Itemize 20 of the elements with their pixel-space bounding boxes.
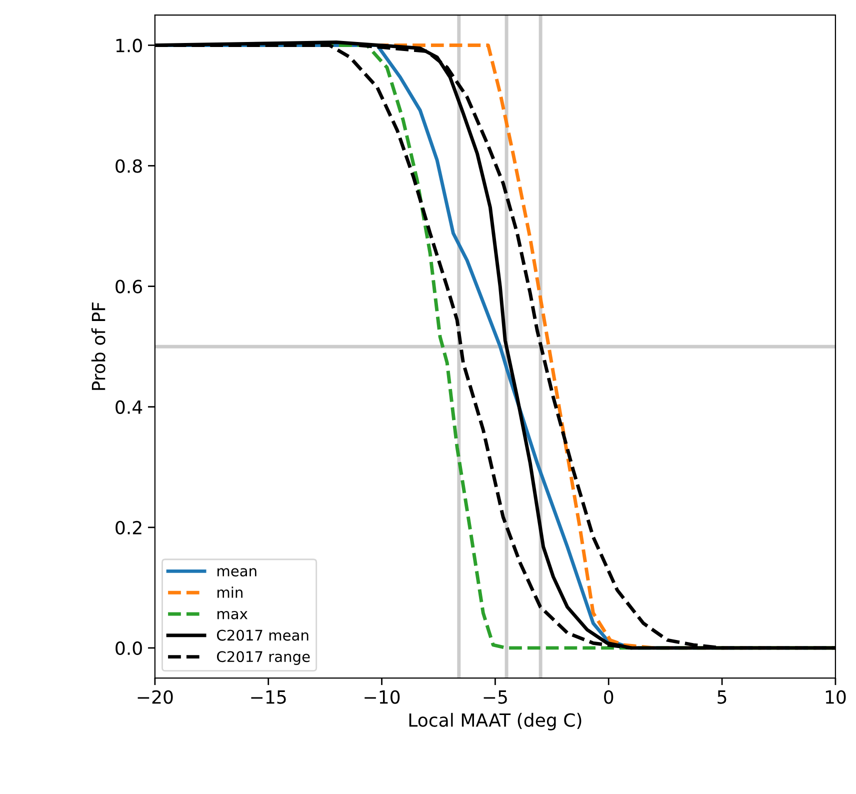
y-tick-label: 0.2 [116,520,142,535]
legend-label: C2017 range [217,651,310,665]
x-tick-label: −20 [138,690,173,704]
y-tick-label: 0.6 [116,280,142,294]
x-tick-label: −10 [364,690,400,704]
y-tick-label: 0.8 [116,159,142,173]
legend-label: C2017 mean [217,630,308,641]
x-axis-title: Local MAAT (deg C) [409,712,582,730]
x-tick-label: 5 [718,690,726,704]
x-tick-label: −5 [484,690,507,704]
y-axis-title: Prob of PF [91,302,106,390]
x-tick-label: 10 [826,690,846,704]
legend-label: min [218,586,242,598]
y-tick-label: 0.0 [116,641,142,656]
legend-label: max [218,610,248,620]
y-tick-label: 1.0 [116,38,142,52]
y-tick-label: 0.4 [116,400,142,414]
legend-label: mean [218,568,256,577]
x-tick-label: −15 [251,690,286,704]
x-tick-label: 0 [604,690,614,704]
